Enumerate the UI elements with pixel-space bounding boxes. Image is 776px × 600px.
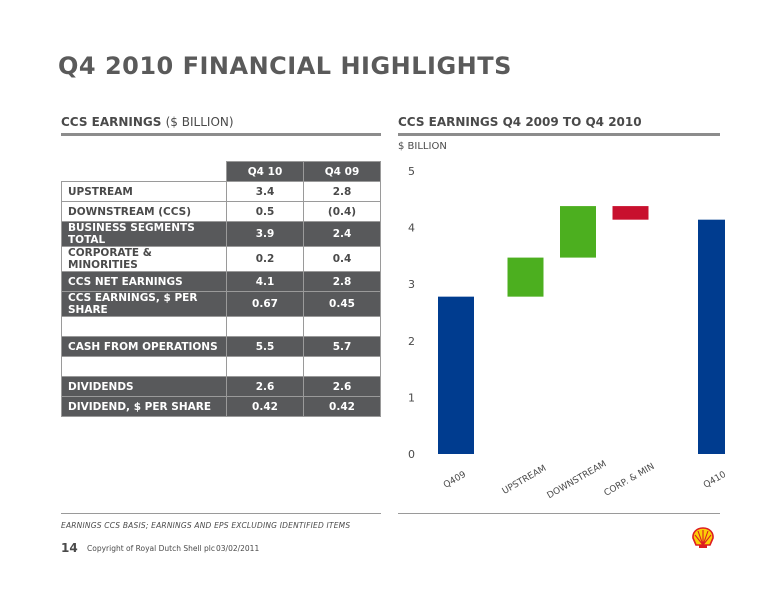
table-row-label: DIVIDEND, $ PER SHARE: [61, 396, 227, 417]
table-row-label: CCS NET EARNINGS: [61, 271, 227, 292]
table-header-q409: Q4 09: [303, 161, 381, 182]
table-row-label: DOWNSTREAM (CCS): [61, 201, 227, 222]
table-cell-q410: 2.6: [226, 376, 304, 397]
table-cell-q409: 0.42: [303, 396, 381, 417]
x-tick-label: Q410: [702, 470, 725, 491]
table-cell-q409: [303, 316, 381, 337]
page-title: Q4 2010 FINANCIAL HIGHLIGHTS: [58, 52, 512, 80]
table-row-label: [61, 356, 227, 377]
table-section-title: CCS EARNINGS ($ BILLION): [61, 115, 234, 129]
page-number: 14: [61, 541, 78, 555]
y-tick-label: 3: [408, 278, 415, 291]
table-header-q410: Q4 10: [226, 161, 304, 182]
table-cell-q410: 0.67: [226, 291, 304, 317]
table-cell-q409: 2.6: [303, 376, 381, 397]
x-tick-label: DOWNSTREAM: [546, 459, 609, 501]
footer-rule-right: [398, 513, 720, 514]
table-cell-q410: 3.9: [226, 221, 304, 247]
table-cell-q409: 5.7: [303, 336, 381, 357]
table-cell-q410: [226, 316, 304, 337]
x-tick-label: CORP. & MIN: [603, 462, 657, 499]
x-tick-label: Q409: [442, 470, 468, 491]
table-row-label: CORPORATE & MINORITIES: [61, 246, 227, 272]
table-row-label: CCS EARNINGS, $ PER SHARE: [61, 291, 227, 317]
bar-downstream: [560, 206, 596, 258]
table-row: DIVIDEND, $ PER SHARE 0.42 0.42: [61, 396, 381, 417]
table-row-label: DIVIDENDS: [61, 376, 227, 397]
y-tick-label: 2: [408, 335, 415, 348]
earnings-table: Q4 10 Q4 09 UPSTREAM 3.4 2.8 DOWNSTREAM (CC…: [61, 161, 381, 417]
table-row-label: UPSTREAM: [61, 181, 227, 202]
copyright: Copyright of Royal Dutch Shell plc: [87, 544, 215, 553]
table-cell-q409: 2.4: [303, 221, 381, 247]
table-row: UPSTREAM 3.4 2.8: [61, 181, 381, 202]
table-header-row: Q4 10 Q4 09: [61, 161, 381, 182]
table-row: CASH FROM OPERATIONS 5.5 5.7: [61, 336, 381, 357]
table-cell-q409: (0.4): [303, 201, 381, 222]
y-tick-label: 1: [408, 391, 415, 404]
table-cell-q409: [303, 356, 381, 377]
table-cell-q409: 2.8: [303, 271, 381, 292]
table-row: CCS EARNINGS, $ PER SHARE 0.67 0.45: [61, 291, 381, 317]
table-cell-q410: [226, 356, 304, 377]
table-row: BUSINESS SEGMENTS TOTAL 3.9 2.4: [61, 221, 381, 247]
shell-logo-icon: [692, 527, 714, 548]
table-row-label: BUSINESS SEGMENTS TOTAL: [61, 221, 227, 247]
table-row-label: [61, 316, 227, 337]
y-tick-label: 4: [408, 222, 415, 235]
chart-ylabel: $ BILLION: [398, 141, 447, 152]
table-row: DOWNSTREAM (CCS) 0.5 (0.4): [61, 201, 381, 222]
chart-section-title: CCS EARNINGS Q4 2009 TO Q4 2010: [398, 115, 642, 129]
table-row: CCS NET EARNINGS 4.1 2.8: [61, 271, 381, 292]
table-cell-q410: 0.5: [226, 201, 304, 222]
bar-q409: [438, 296, 474, 454]
table-section-rule: [61, 133, 381, 136]
table-section-title-text: CCS EARNINGS: [61, 115, 162, 129]
table-header-empty: [61, 161, 227, 182]
table-row-label: CASH FROM OPERATIONS: [61, 336, 227, 357]
table-row: CORPORATE & MINORITIES 0.2 0.4: [61, 246, 381, 272]
table-spacer-row: [61, 356, 381, 377]
x-tick-label: UPSTREAM: [501, 464, 549, 497]
bar-corp-min: [612, 206, 649, 220]
footer-rule-left: [61, 513, 381, 514]
footer-date: 03/02/2011: [216, 544, 260, 553]
y-tick-label: 5: [408, 165, 415, 178]
footnote: EARNINGS CCS BASIS; EARNINGS AND EPS EXC…: [61, 521, 351, 530]
table-cell-q409: 0.45: [303, 291, 381, 317]
table-cell-q410: 5.5: [226, 336, 304, 357]
table-cell-q410: 3.4: [226, 181, 304, 202]
table-cell-q409: 0.4: [303, 246, 381, 272]
table-row: DIVIDENDS 2.6 2.6: [61, 376, 381, 397]
bar-q410: [698, 219, 725, 454]
bar-upstream: [507, 257, 544, 297]
table-section-unit: ($ BILLION): [165, 115, 234, 129]
chart-section-rule: [398, 133, 720, 136]
table-cell-q410: 4.1: [226, 271, 304, 292]
y-tick-label: 0: [408, 448, 415, 461]
table-cell-q409: 2.8: [303, 181, 381, 202]
table-spacer-row: [61, 316, 381, 337]
table-cell-q410: 0.2: [226, 246, 304, 272]
table-cell-q410: 0.42: [226, 396, 304, 417]
